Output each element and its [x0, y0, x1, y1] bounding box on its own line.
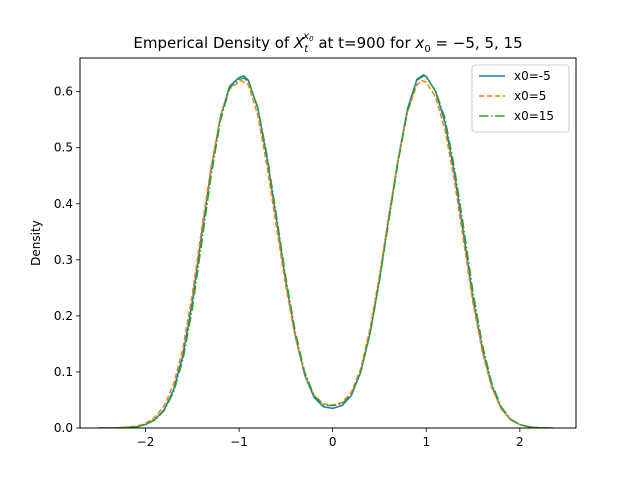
x-tick-label: −2	[137, 435, 155, 449]
x-tick-label: 2	[516, 435, 524, 449]
y-axis: 0.0 0.1 0.2 0.3 0.4 0.5 0.6	[54, 85, 80, 435]
y-tick-label: 0.5	[54, 141, 73, 155]
y-axis-label: Density	[29, 220, 43, 266]
legend-label: x0=5	[514, 89, 546, 103]
x-tick-label: 1	[422, 435, 430, 449]
legend-label: x0=-5	[514, 69, 551, 83]
legend-label: x0=15	[514, 109, 554, 123]
chart-title: Emperical Density of Xtx0 at t=900 for x…	[133, 31, 522, 55]
x-tick-label: 0	[329, 435, 337, 449]
y-tick-label: 0.6	[54, 85, 73, 99]
y-tick-label: 0.1	[54, 365, 73, 379]
x-axis: −2 −1 0 1 2	[137, 428, 524, 449]
series-line-0	[98, 74, 553, 428]
y-tick-label: 0.3	[54, 253, 73, 267]
x-tick-label: −1	[230, 435, 248, 449]
y-tick-label: 0.4	[54, 197, 73, 211]
y-tick-label: 0.0	[54, 421, 73, 435]
legend: x0=-5 x0=5 x0=15	[471, 64, 570, 133]
series-layer	[98, 74, 553, 428]
plot-frame	[79, 57, 577, 429]
series-line-2	[98, 75, 553, 428]
y-tick-label: 0.2	[54, 309, 73, 323]
